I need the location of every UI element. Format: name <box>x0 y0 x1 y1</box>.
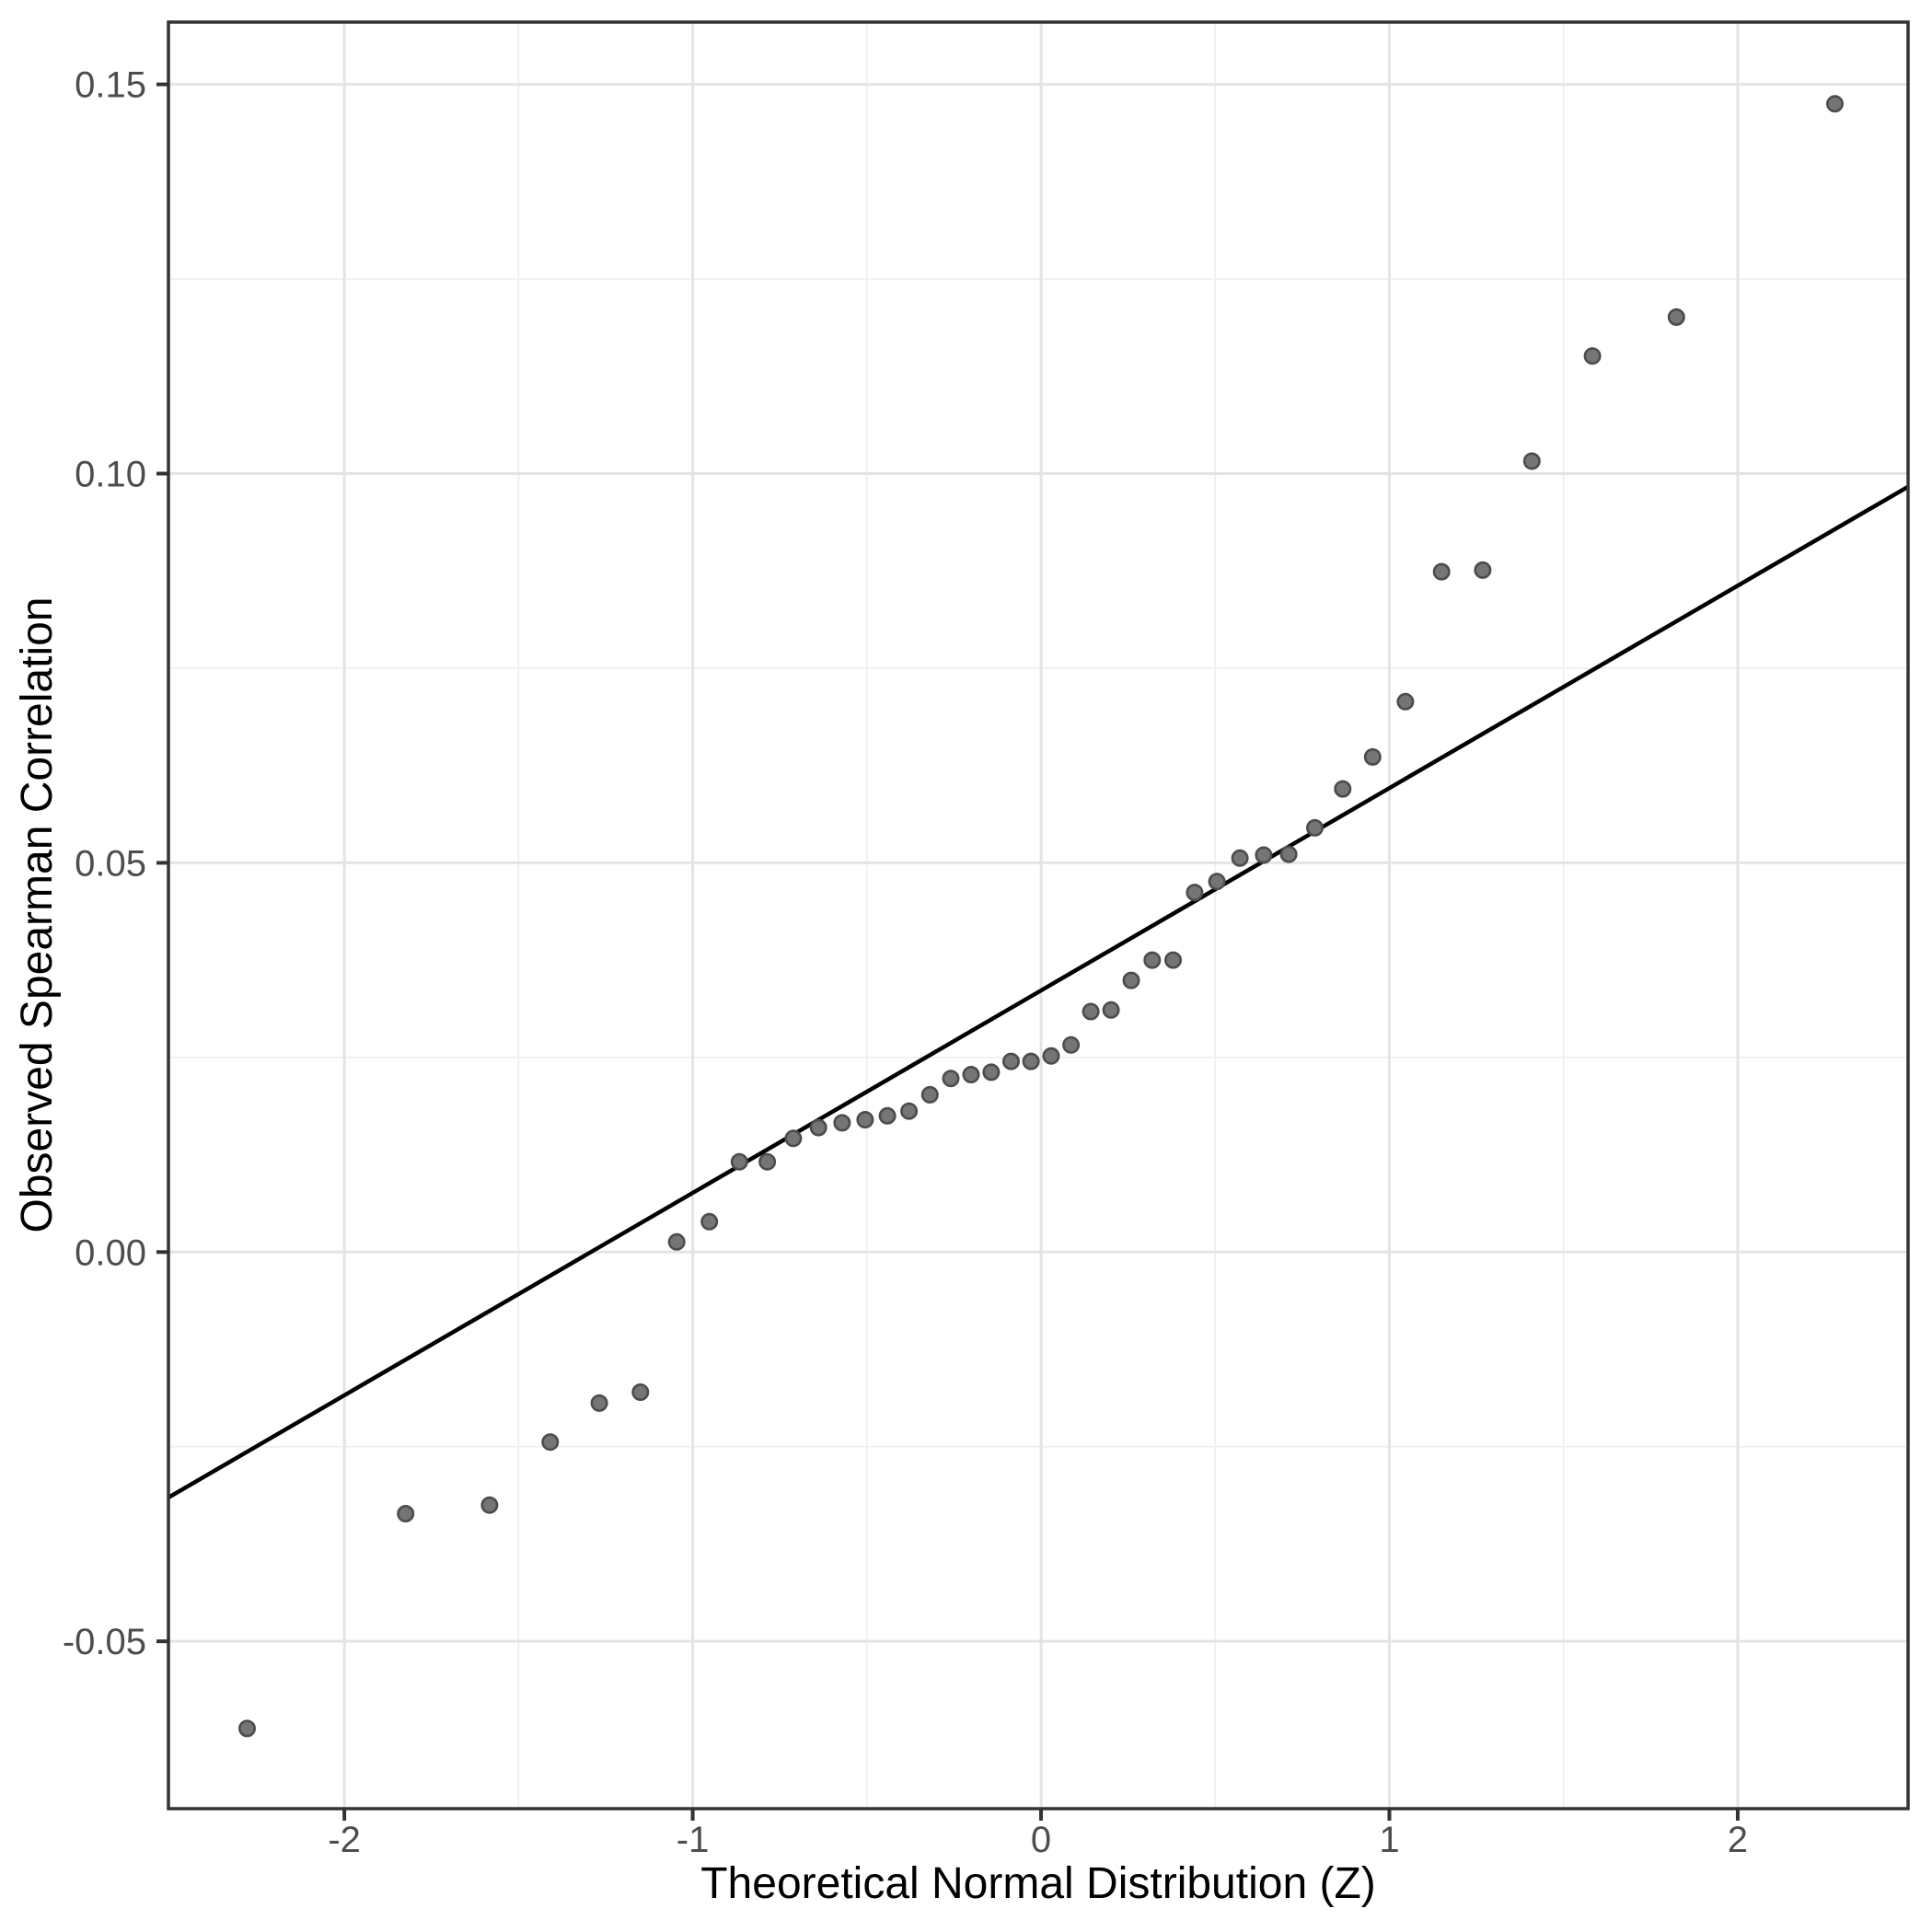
data-point <box>962 1066 980 1084</box>
data-point <box>631 1383 650 1402</box>
qq-reference-line <box>167 484 1910 1499</box>
x-tick-label: -2 <box>328 1820 361 1860</box>
panel-border <box>167 20 1910 1811</box>
x-axis-title: Theoretical Normal Distribution (Z) <box>700 1859 1376 1908</box>
data-point <box>1186 884 1204 902</box>
data-point <box>809 1118 827 1137</box>
data-point <box>856 1111 874 1129</box>
y-tick-label: -0.05 <box>63 1622 146 1662</box>
data-point <box>1208 873 1226 891</box>
x-tick-label: 0 <box>1031 1820 1051 1860</box>
data-point <box>833 1114 851 1132</box>
data-point <box>1164 951 1183 969</box>
panel-border-layer <box>167 20 1910 1811</box>
y-tick-label: 0.00 <box>75 1232 146 1273</box>
data-point <box>1363 747 1382 766</box>
data-point <box>1826 95 1845 113</box>
y-tick-label: 0.10 <box>75 455 146 495</box>
data-point <box>1279 845 1298 863</box>
data-point <box>1062 1035 1081 1054</box>
data-point <box>1306 818 1325 837</box>
x-tick-label: 2 <box>1728 1820 1748 1860</box>
x-tick-label: -1 <box>677 1820 710 1860</box>
data-point <box>237 1719 256 1738</box>
data-point <box>942 1070 960 1088</box>
data-point <box>1143 951 1162 969</box>
data-point <box>920 1085 939 1104</box>
panel-layer <box>168 22 1908 1809</box>
reference-line-layer <box>167 484 1910 1499</box>
data-point <box>784 1129 803 1148</box>
data-point <box>1042 1047 1060 1065</box>
data-point <box>1022 1052 1040 1070</box>
x-tick-label: 1 <box>1379 1820 1399 1860</box>
data-point <box>1231 849 1249 867</box>
data-points-layer <box>237 95 1845 1738</box>
data-point <box>878 1106 897 1125</box>
data-point <box>667 1232 686 1251</box>
data-point <box>758 1152 777 1171</box>
data-point <box>1122 971 1140 989</box>
data-point <box>1002 1052 1021 1070</box>
data-point <box>1334 780 1352 798</box>
data-point <box>397 1505 415 1523</box>
tick-labels-layer: -2 -1 0 1 2 -0.05 0.00 0.05 0.10 0.15 <box>63 65 1748 1860</box>
data-point <box>900 1102 919 1120</box>
data-point <box>700 1212 719 1231</box>
data-point <box>480 1496 499 1514</box>
data-point <box>1255 846 1273 864</box>
data-point <box>590 1394 608 1412</box>
panel-background <box>168 22 1908 1809</box>
y-axis-title: Observed Spearman Correlation <box>13 596 62 1232</box>
gridline-layer <box>168 22 1908 1809</box>
data-point <box>1432 562 1451 581</box>
data-point <box>1583 347 1602 365</box>
y-tick-label: 0.15 <box>75 65 146 106</box>
data-point <box>1102 1001 1120 1019</box>
data-point <box>1396 692 1415 711</box>
data-point <box>1474 561 1492 579</box>
data-point <box>1667 307 1685 326</box>
axis-ticks-layer <box>156 82 1740 1821</box>
data-point <box>982 1063 1001 1082</box>
data-point <box>541 1433 560 1452</box>
y-tick-label: 0.05 <box>75 843 146 884</box>
data-point <box>1522 452 1541 470</box>
data-point <box>1082 1002 1100 1021</box>
data-point <box>730 1152 748 1171</box>
